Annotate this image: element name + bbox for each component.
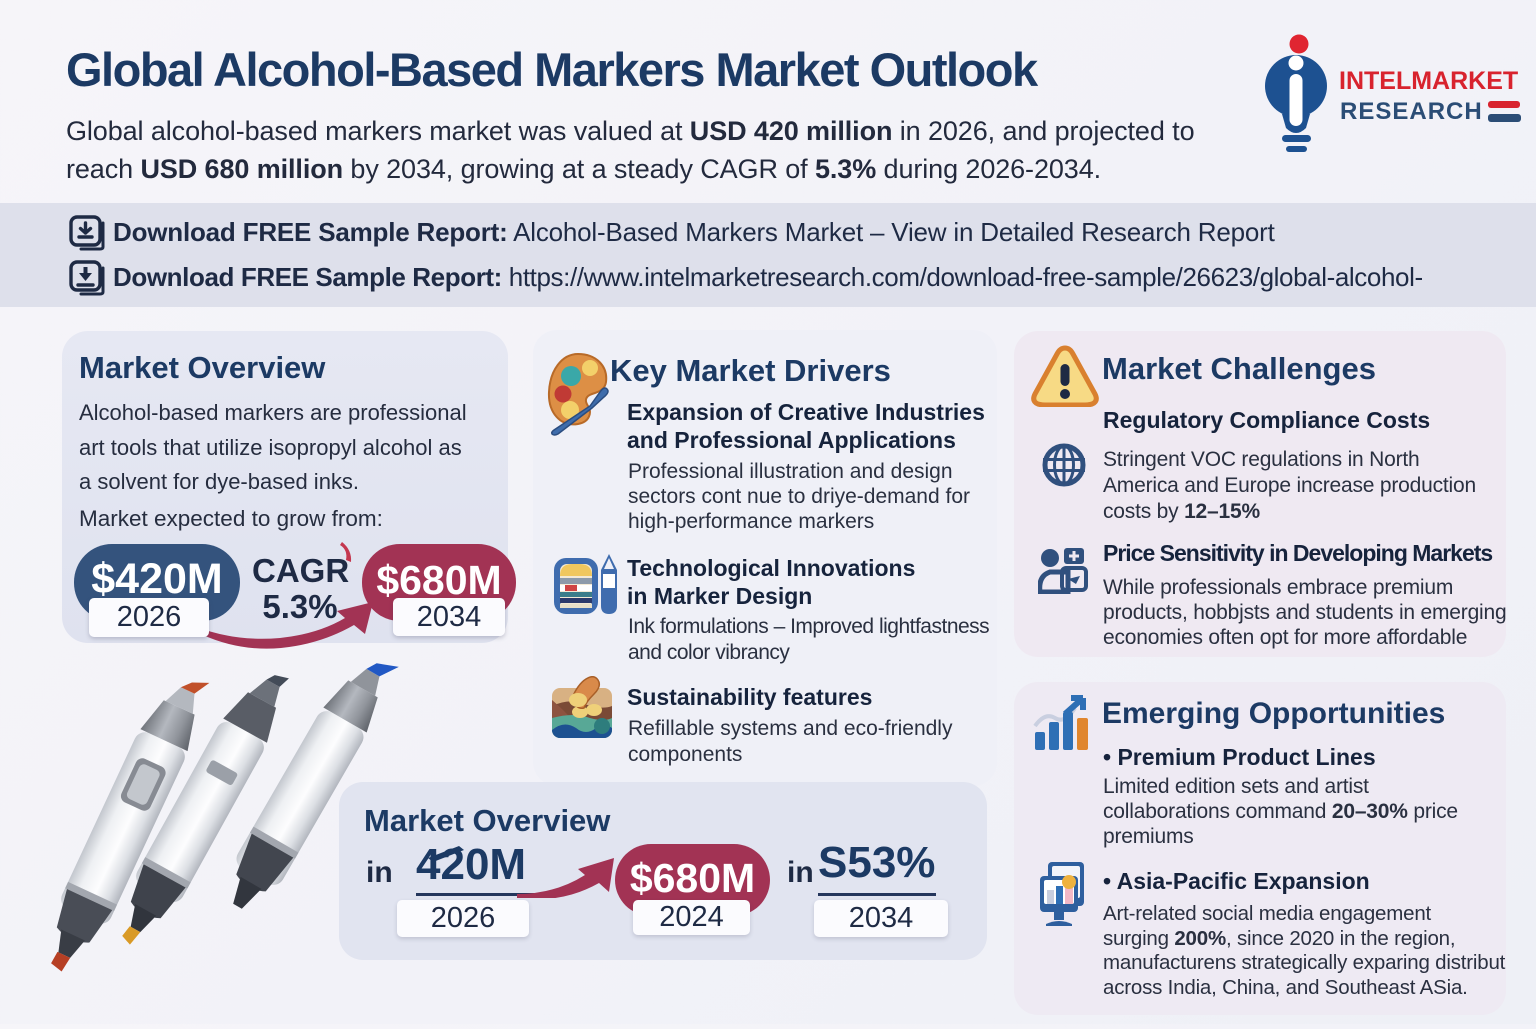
svg-text:INTELMARKET: INTELMARKET: [1339, 67, 1518, 95]
svg-text:RESEARCH: RESEARCH: [1340, 98, 1483, 125]
